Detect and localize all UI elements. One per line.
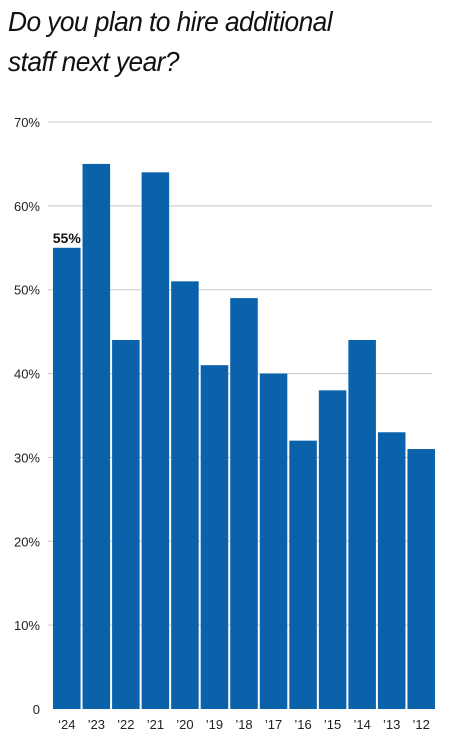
y-tick-label: 20% xyxy=(14,534,40,549)
bar xyxy=(348,340,376,709)
x-tick-label: ’19 xyxy=(206,717,223,732)
x-tick-label: ’12 xyxy=(413,717,430,732)
y-tick-label: 70% xyxy=(14,115,40,130)
x-tick-label: ’16 xyxy=(294,717,311,732)
x-tick-label: ’17 xyxy=(265,717,282,732)
bar xyxy=(318,390,347,709)
data-label: 55% xyxy=(53,230,82,246)
chart-title: Do you plan to hire additional staff nex… xyxy=(8,2,412,82)
y-tick-label: 30% xyxy=(14,450,40,465)
x-tick-label: ’21 xyxy=(147,717,164,732)
bar xyxy=(141,172,170,710)
bar xyxy=(259,373,288,709)
x-tick-label: ’20 xyxy=(176,717,193,732)
y-axis-tick-labels: 0 10% 20% 30% 40% 50% 60% 70% xyxy=(14,115,40,717)
y-tick-label: 60% xyxy=(14,199,40,214)
x-tick-label: ‘24 xyxy=(58,717,75,732)
x-tick-label: ’14 xyxy=(353,717,370,732)
y-tick-label: 0 xyxy=(33,702,40,717)
bars xyxy=(53,163,435,710)
bar xyxy=(112,340,140,709)
x-tick-label: ’13 xyxy=(383,717,400,732)
y-tick-label: 10% xyxy=(14,618,40,633)
y-tick-label: 40% xyxy=(14,367,40,382)
bar xyxy=(82,163,111,709)
bar xyxy=(53,247,81,710)
x-tick-label: ’22 xyxy=(117,717,134,732)
x-tick-label: ’15 xyxy=(324,717,341,732)
chart-title-line-1: Do you plan to hire additional xyxy=(8,6,333,37)
x-tick-label: ’23 xyxy=(88,717,105,732)
bar xyxy=(200,365,229,709)
data-labels: 55% xyxy=(53,230,82,246)
y-tick-label: 50% xyxy=(14,283,40,298)
bar xyxy=(171,281,199,709)
bar xyxy=(407,449,435,709)
x-tick-label: ’18 xyxy=(235,717,252,732)
bar xyxy=(230,298,258,709)
x-axis-tick-labels: ‘24 ’23 ’22 ’21 ’20 ’19 ’18 ’17 ’16 ’15 ’14 ’13 ’12 xyxy=(58,717,430,732)
chart-title-line-2: staff next year? xyxy=(8,46,179,77)
bar xyxy=(377,432,406,709)
bar xyxy=(289,440,317,709)
